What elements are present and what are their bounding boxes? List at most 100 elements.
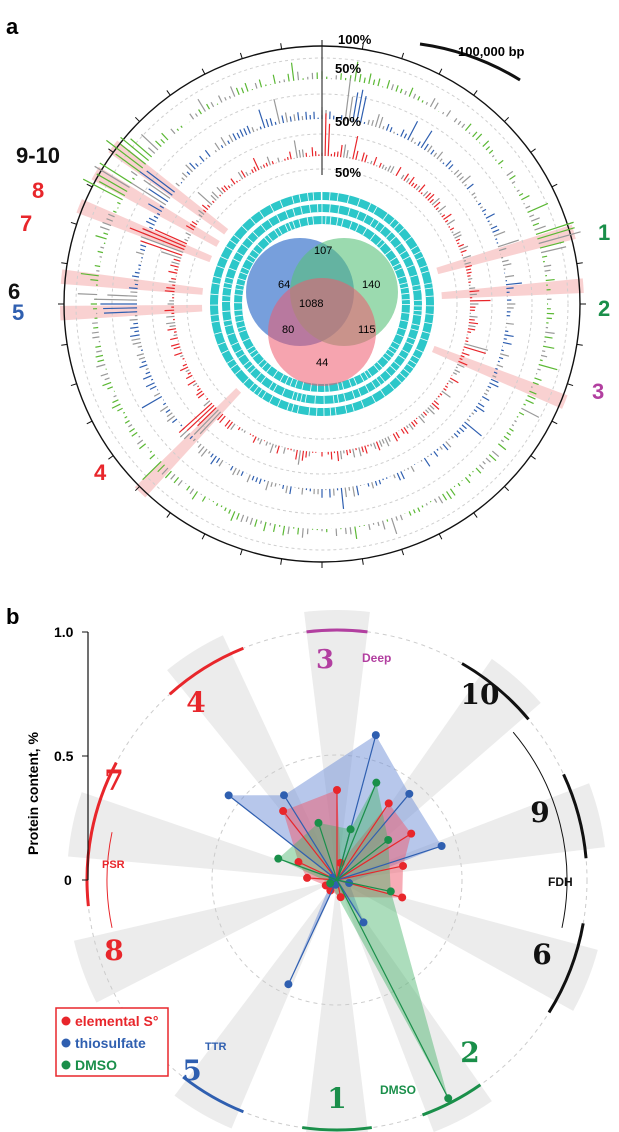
outer-tick xyxy=(86,420,93,425)
venn-blue-red: 80 xyxy=(282,324,294,336)
outer-tick xyxy=(438,533,443,540)
highlight-band xyxy=(60,304,203,321)
outer-tick xyxy=(134,116,140,122)
spoke-thiosulfate xyxy=(336,845,442,881)
group-label-psr: PSR xyxy=(102,859,125,871)
point-thiosulfate-9 xyxy=(224,791,233,800)
region-label-3: 3 xyxy=(592,379,604,404)
gene-ticks xyxy=(222,204,422,404)
sector-label-7: 7 xyxy=(104,764,123,797)
legend-marker-dmso xyxy=(61,1060,71,1070)
outer-tick xyxy=(361,43,364,50)
point-elemental S°-4 xyxy=(398,893,407,902)
pct-label-50-green: 50% xyxy=(335,61,361,76)
highlight-band xyxy=(441,278,584,299)
sector-label-2: 2 xyxy=(460,1036,479,1069)
venn-blue-green: 107 xyxy=(314,245,332,257)
radar-ring-05 xyxy=(211,754,463,1006)
outer-tick xyxy=(576,343,583,346)
scale-bar xyxy=(419,42,521,82)
legend-thiosulfate: thiosulfate xyxy=(75,1035,146,1051)
group-label-deep: Deep xyxy=(362,651,391,665)
venn-only-red: 44 xyxy=(316,357,328,369)
legend-marker-elemental xyxy=(61,1016,71,1026)
point-elemental S°-5 xyxy=(336,893,345,902)
region-label-1: 1 xyxy=(598,220,610,245)
outer-tick xyxy=(166,512,171,518)
circos-plot: 64 107 140 1088 80 115 44 100% 50% 50% 5… xyxy=(8,32,610,568)
highlight-band xyxy=(431,345,568,409)
outer-tick xyxy=(70,383,77,387)
histogram-track xyxy=(129,113,491,462)
group-label-ttr: TTR xyxy=(205,1041,226,1053)
sector-label-8: 8 xyxy=(104,934,123,967)
panel-a-letter: a xyxy=(6,14,19,39)
point-thiosulfate-0 xyxy=(371,731,380,740)
outer-tick xyxy=(361,558,364,565)
group-arc xyxy=(562,773,588,859)
spoke-elemental S° xyxy=(336,865,404,881)
group-arc xyxy=(461,662,530,721)
ring-guide xyxy=(186,168,458,440)
point-DMSO-5 xyxy=(274,854,283,863)
group-arc xyxy=(168,646,244,696)
point-DMSO-6 xyxy=(314,818,323,827)
region-label-6: 6 xyxy=(8,279,20,304)
sector-band-1 xyxy=(306,880,368,1132)
highlight-band xyxy=(134,387,242,498)
venn-only-blue: 64 xyxy=(278,279,290,291)
series-area-DMSO xyxy=(278,782,449,1099)
group-label-dmso: DMSO xyxy=(380,1083,416,1097)
y-tick-0: 0 xyxy=(64,872,72,888)
sector-band-7 xyxy=(68,792,337,880)
outer-tick xyxy=(239,52,243,59)
pct-label-100: 100% xyxy=(338,32,372,47)
group-guide xyxy=(512,731,568,928)
outer-tick xyxy=(86,183,93,188)
outer-tick xyxy=(201,68,206,75)
point-DMSO-0 xyxy=(372,778,381,787)
point-elemental S°-3 xyxy=(399,861,408,870)
group-label-fdh: FDH xyxy=(548,875,573,889)
point-thiosulfate-4 xyxy=(359,918,368,927)
sector-band-5 xyxy=(174,880,337,1129)
spoke-DMSO xyxy=(336,879,449,1099)
point-thiosulfate-1 xyxy=(405,789,414,798)
sector-label-6: 6 xyxy=(532,938,551,971)
venn-center: 1088 xyxy=(299,298,323,310)
point-elemental S°-11 xyxy=(333,786,341,794)
venn-diagram: 64 107 140 1088 80 115 44 xyxy=(246,238,398,386)
sector-label-3: 3 xyxy=(316,645,334,675)
region-label-9-10: 9-10 xyxy=(16,143,60,168)
sector-label-5: 5 xyxy=(182,1054,201,1087)
region-label-8: 8 xyxy=(32,178,44,203)
outer-tick xyxy=(551,420,558,425)
spoke-elemental S° xyxy=(336,833,412,881)
spoke-DMSO xyxy=(278,858,338,881)
group-arc xyxy=(306,628,368,634)
venn-red xyxy=(268,278,376,386)
outer-tick xyxy=(438,68,443,75)
point-thiosulfate-2 xyxy=(437,842,446,851)
outer-tick xyxy=(473,512,478,518)
outer-tick xyxy=(280,43,283,50)
legend-dmso: DMSO xyxy=(75,1057,117,1073)
point-elemental S°-8 xyxy=(303,873,312,882)
group-guide xyxy=(106,832,113,928)
spoke-DMSO xyxy=(336,829,352,881)
group-arc xyxy=(85,761,118,907)
sector-label-1: 1 xyxy=(327,1082,346,1115)
point-DMSO-4 xyxy=(326,879,335,888)
legend-elemental: elemental S° xyxy=(75,1013,158,1029)
spoke-DMSO xyxy=(336,839,389,881)
spoke-DMSO xyxy=(336,879,391,893)
outer-tick xyxy=(567,383,574,387)
venn-only-green: 140 xyxy=(362,279,380,291)
outer-tick xyxy=(530,148,536,153)
gene-ticks xyxy=(234,216,411,392)
panel-b-letter: b xyxy=(6,604,19,629)
y-tick-05: 0.5 xyxy=(54,748,74,764)
group-arc xyxy=(182,1075,244,1114)
spoke-elemental S° xyxy=(336,802,390,881)
group-arc xyxy=(547,923,585,1014)
